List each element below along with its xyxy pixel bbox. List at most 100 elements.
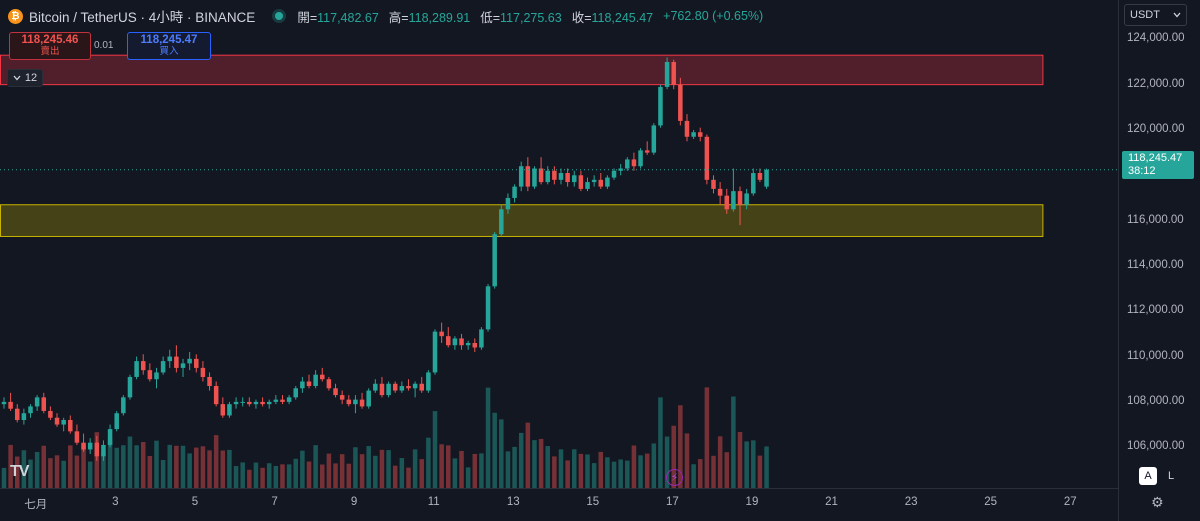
x-tick-label: 17: [665, 496, 679, 508]
volume-bar: [160, 459, 166, 488]
symbol-title[interactable]: Bitcoin / TetherUS · 4小時 · BINANCE: [29, 10, 256, 25]
candle-body: [286, 397, 292, 402]
volume-bar: [293, 458, 299, 488]
volume-bar: [578, 453, 584, 488]
volume-bar: [187, 453, 192, 488]
buy-button[interactable]: 118,245.47 買入: [127, 32, 211, 60]
candle-body: [41, 397, 47, 411]
candle-body: [658, 86, 663, 126]
volume-bar: [465, 467, 471, 488]
candle-body: [472, 342, 478, 348]
volume-bar: [300, 450, 305, 488]
volume-bar: [34, 451, 40, 488]
candle-body: [121, 397, 126, 414]
volume-bar: [240, 462, 245, 488]
candle-body: [717, 188, 723, 196]
volume-bar: [273, 465, 279, 488]
volume-bar: [452, 458, 458, 488]
volume-bar: [392, 465, 398, 488]
last-price-value: 118,245.47: [1128, 152, 1183, 164]
candle-body: [605, 177, 610, 187]
candle-body: [28, 406, 33, 414]
candle-body: [313, 374, 318, 387]
candle-body: [160, 361, 166, 373]
volume-bar: [200, 446, 206, 488]
candle-body: [684, 120, 690, 137]
indicators-toggle-button[interactable]: 12: [7, 69, 43, 87]
log-scale-button[interactable]: L: [1167, 470, 1175, 482]
volume-bar: [220, 450, 226, 488]
ohlc-open: 開=117,482.67: [297, 10, 379, 25]
candle-body: [174, 356, 179, 368]
candle-body: [691, 132, 696, 137]
currency-selector[interactable]: USDT: [1124, 4, 1187, 26]
volume-bar: [591, 463, 597, 488]
candle-body: [74, 431, 80, 443]
candle-body: [578, 175, 584, 189]
volume-bar: [512, 446, 517, 488]
candle-body: [8, 401, 13, 409]
volume-bar: [764, 446, 769, 488]
candle-body: [187, 358, 192, 364]
candle-body: [426, 372, 431, 391]
volume-bar: [757, 455, 763, 488]
candle-body: [87, 442, 93, 450]
volume-bar: [253, 462, 259, 488]
volume-bar: [459, 450, 464, 488]
candle-body: [571, 175, 577, 183]
candle-body: [233, 401, 239, 405]
volume-bar: [101, 451, 106, 488]
volume-bar: [518, 432, 524, 488]
volume-bar: [134, 445, 139, 488]
candle-body: [412, 383, 418, 389]
candle-body: [631, 159, 637, 167]
candle-body: [326, 379, 332, 389]
volume-bar: [154, 440, 159, 488]
candle-body: [379, 383, 385, 396]
candle-body: [127, 376, 133, 398]
volume-bar: [107, 438, 113, 488]
volume-bar: [751, 440, 756, 488]
sell-button[interactable]: 118,245.46 賣出: [9, 32, 91, 60]
volume-bar: [618, 459, 623, 488]
volume-bar: [227, 449, 232, 488]
y-tick-label: 116,000.00: [1127, 213, 1184, 226]
candle-body: [373, 383, 378, 391]
candle-body: [167, 356, 173, 362]
candle-body: [392, 383, 398, 391]
x-tick-label: 15: [586, 496, 600, 508]
volume-bar: [532, 440, 537, 488]
volume-bar: [704, 387, 710, 488]
sell-label: 賣出: [40, 46, 60, 57]
candle-body: [253, 401, 259, 405]
candle-body: [14, 408, 20, 421]
volume-bar: [658, 397, 663, 488]
volume-bar: [631, 445, 637, 488]
gear-icon[interactable]: ⚙: [1151, 494, 1164, 510]
bar-countdown: 38:12: [1128, 165, 1156, 177]
volume-bar: [571, 449, 577, 488]
tradingview-logo[interactable]: TV: [10, 463, 29, 480]
volume-bar: [147, 455, 153, 488]
lightning-icon[interactable]: ⚡: [666, 469, 683, 486]
candle-body: [724, 195, 730, 210]
chevron-down-icon: [1173, 12, 1181, 18]
volume-bar: [505, 451, 511, 488]
buy-label: 買入: [159, 46, 179, 57]
volume-bar: [61, 460, 66, 488]
volume-bar: [671, 425, 676, 488]
volume-bar: [525, 422, 531, 488]
candle-body: [81, 442, 86, 450]
volume-bar: [439, 444, 444, 488]
symbol-header: ₿ Bitcoin / TetherUS · 4小時 · BINANCE 開=1…: [8, 6, 763, 26]
candle-body: [200, 367, 206, 377]
y-tick-label: 122,000.00: [1127, 77, 1185, 90]
last-price-tag: 118,245.47 38:12: [1122, 151, 1194, 179]
candle-body: [644, 150, 650, 153]
volume-bar: [180, 445, 186, 488]
auto-scale-button[interactable]: A: [1139, 467, 1157, 485]
candle-body: [452, 338, 458, 346]
candle-body: [280, 399, 285, 402]
candle-body: [366, 390, 371, 407]
